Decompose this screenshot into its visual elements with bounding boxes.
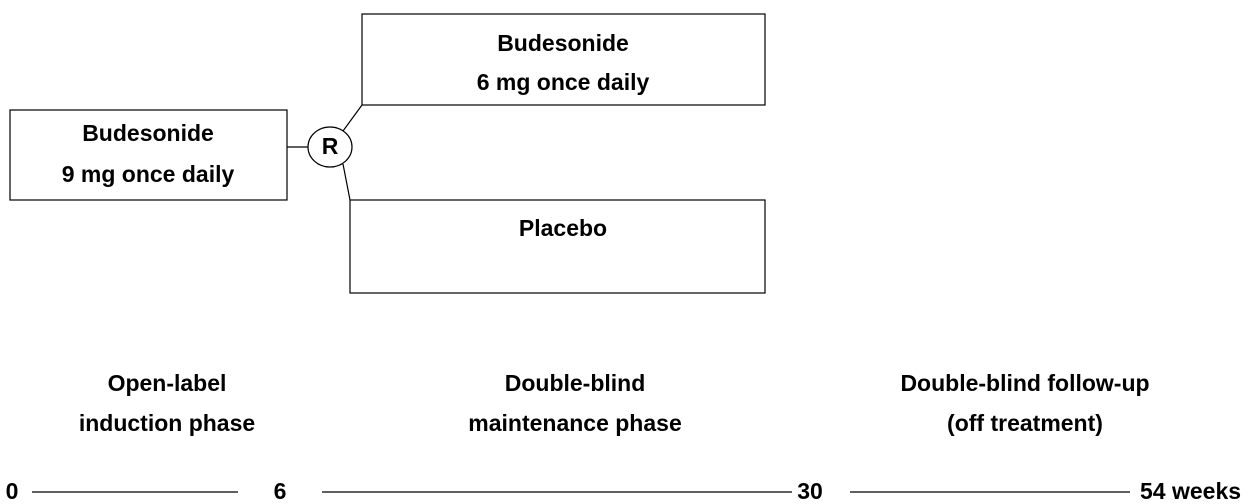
randomization-circle [307,126,353,168]
timeline-label: 0 [6,478,19,504]
phase-label: induction phase [79,410,255,436]
phase-label: Open-label [108,370,227,396]
timeline-label: 6 [274,478,287,504]
timeline-label: 30 [797,478,823,504]
phase-label: Double-blind [505,370,646,396]
connector [342,163,351,201]
randomization-label: R [322,133,339,159]
maintenance-active-box [361,13,766,106]
phase-label: Double-blind follow-up [900,370,1149,396]
phase-label: (off treatment) [947,410,1103,436]
connector [342,104,363,132]
box-label: Budesonide [82,120,214,146]
box-label: Budesonide [497,30,629,56]
box-label: 9 mg once daily [62,161,235,187]
box-label: Placebo [519,215,607,241]
box-label: 6 mg once daily [477,69,650,95]
timeline-label: 54 weeks [1140,478,1241,504]
induction-box [9,109,288,201]
phase-label: maintenance phase [468,410,681,436]
placebo-box [349,199,766,294]
